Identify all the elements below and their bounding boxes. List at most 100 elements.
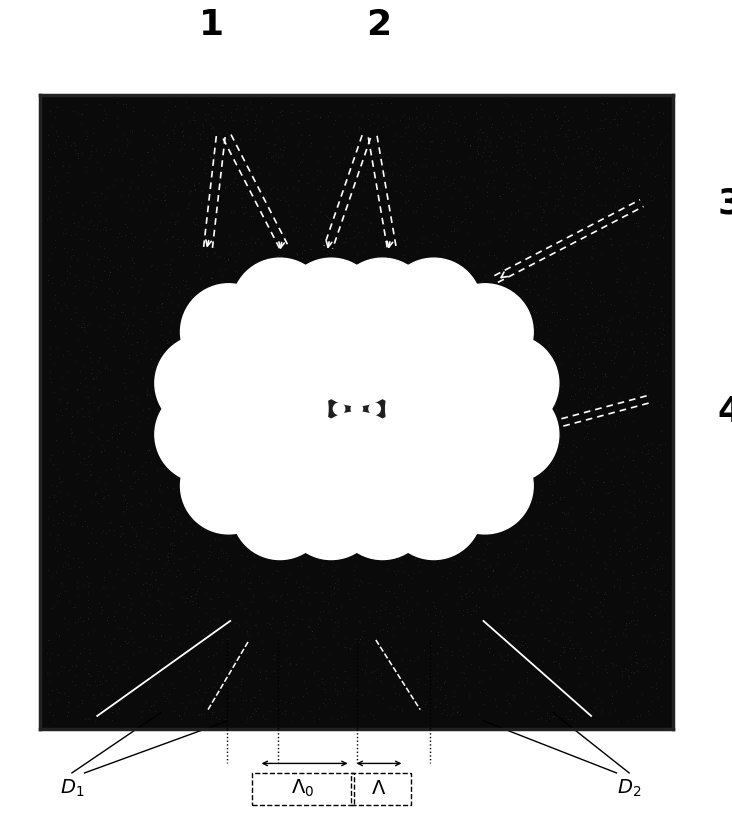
Point xyxy=(292,499,304,512)
Point xyxy=(324,648,335,661)
Point xyxy=(116,474,127,487)
Point xyxy=(556,626,568,639)
Point xyxy=(595,463,607,476)
Point xyxy=(554,180,566,193)
Point xyxy=(113,283,124,297)
Point xyxy=(589,382,601,396)
Point xyxy=(583,418,594,431)
Point xyxy=(346,419,358,432)
Point xyxy=(302,580,314,593)
Point xyxy=(270,564,282,577)
Point xyxy=(146,629,158,642)
Point xyxy=(427,310,438,323)
Point xyxy=(384,606,396,620)
Point xyxy=(137,325,149,339)
Point xyxy=(550,271,561,284)
Point xyxy=(440,643,452,656)
Point xyxy=(178,637,190,650)
Point xyxy=(125,631,137,644)
Point xyxy=(282,610,294,623)
Point xyxy=(475,505,487,518)
Point xyxy=(506,161,518,174)
Point xyxy=(586,667,598,680)
Point xyxy=(581,390,593,403)
Point xyxy=(206,274,217,288)
Point xyxy=(515,342,526,355)
Point xyxy=(403,608,414,621)
Point xyxy=(473,419,485,432)
Point xyxy=(643,277,654,290)
Point xyxy=(54,587,66,600)
Point xyxy=(471,143,483,156)
Point xyxy=(508,134,520,147)
Point xyxy=(107,400,119,413)
Point xyxy=(436,137,447,150)
Point xyxy=(61,166,72,179)
Point xyxy=(483,646,495,659)
Point xyxy=(42,269,54,282)
Point xyxy=(569,336,581,349)
Point xyxy=(257,643,269,656)
Point xyxy=(621,208,633,222)
Point xyxy=(471,147,483,160)
Point xyxy=(264,325,275,339)
Point xyxy=(573,307,585,321)
Point xyxy=(260,278,272,291)
Point xyxy=(569,182,581,195)
Point xyxy=(503,527,515,540)
Point xyxy=(496,662,508,676)
Point xyxy=(286,690,298,703)
Point xyxy=(345,520,356,533)
Point xyxy=(64,561,75,574)
Point xyxy=(497,269,509,282)
Point xyxy=(212,632,224,645)
Point xyxy=(611,183,623,196)
Point xyxy=(362,292,373,305)
Point xyxy=(130,475,141,489)
Point xyxy=(308,547,320,560)
Point xyxy=(214,127,226,140)
Point xyxy=(208,241,220,254)
Point xyxy=(407,205,419,218)
Point xyxy=(527,564,539,578)
Point xyxy=(502,616,514,630)
Point xyxy=(258,192,270,205)
Point xyxy=(493,588,504,601)
Point xyxy=(508,629,520,642)
Point xyxy=(127,647,139,660)
Point xyxy=(309,494,321,507)
Point xyxy=(115,189,127,202)
Point xyxy=(173,664,184,677)
Point xyxy=(416,236,427,250)
Point xyxy=(337,320,348,333)
Point xyxy=(645,194,657,207)
Point xyxy=(361,509,373,522)
Point xyxy=(370,671,382,684)
Point xyxy=(52,296,64,309)
Point xyxy=(640,494,651,508)
Point xyxy=(186,641,198,654)
Point xyxy=(318,500,329,513)
Point xyxy=(511,146,523,159)
Point xyxy=(658,602,670,616)
Point xyxy=(314,287,326,300)
Point xyxy=(441,423,452,436)
Point xyxy=(495,448,507,461)
Point xyxy=(585,559,597,572)
Point xyxy=(605,334,616,347)
Circle shape xyxy=(369,386,381,396)
Point xyxy=(296,431,308,444)
Point xyxy=(557,646,569,659)
Point xyxy=(260,671,272,684)
Point xyxy=(529,171,541,185)
Point xyxy=(167,305,179,318)
Point xyxy=(616,199,628,213)
Point xyxy=(269,278,280,291)
Point xyxy=(365,373,376,386)
Point xyxy=(397,564,409,578)
Point xyxy=(628,595,640,608)
Point xyxy=(411,200,423,213)
Point xyxy=(359,493,370,506)
Point xyxy=(207,184,219,197)
Point xyxy=(117,318,129,331)
